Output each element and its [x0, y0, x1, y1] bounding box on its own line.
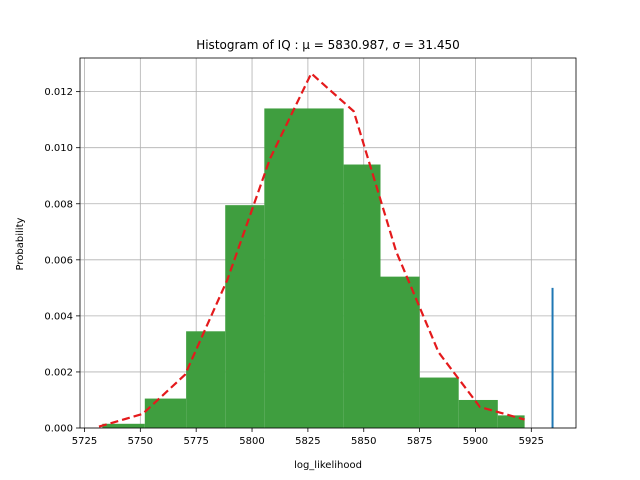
x-tick-label: 5725: [72, 436, 97, 447]
x-axis-ticks: 5725 5750 5775 5800 5825 5850 5875 5900 5925: [72, 428, 544, 447]
histogram-bar-6: [343, 164, 381, 429]
x-axis-label: log_likelihood: [294, 460, 362, 471]
histogram-bars: [102, 108, 525, 429]
y-tick-label: 0.004: [44, 311, 73, 322]
y-tick-label: 0.002: [44, 367, 73, 378]
y-tick-label: 0.008: [44, 199, 73, 210]
histogram-bar-4: [225, 205, 265, 428]
x-tick-label: 5925: [519, 436, 544, 447]
x-tick-label: 5850: [351, 436, 376, 447]
x-tick-label: 5825: [295, 436, 320, 447]
histogram-bar-3: [186, 331, 226, 428]
y-axis-label: Probability: [15, 217, 26, 270]
y-tick-label: 0.010: [44, 143, 73, 154]
y-tick-label: 0.006: [44, 255, 73, 266]
x-tick-label: 5900: [463, 436, 488, 447]
histogram-bar-1: [102, 423, 145, 428]
x-tick-label: 5875: [407, 436, 432, 447]
x-tick-label: 5775: [183, 436, 208, 447]
histogram-bar-7: [380, 276, 420, 428]
histogram-bar-5: [264, 108, 344, 429]
histogram-bar-8: [419, 377, 459, 428]
y-axis-ticks: 0.000 0.002 0.004 0.006 0.008 0.010 0.012: [44, 87, 80, 435]
x-tick-label: 5750: [128, 436, 153, 447]
y-tick-label: 0.012: [44, 87, 73, 98]
axes-frame: [79, 57, 577, 429]
chart-title: Histogram of IQ : μ = 5830.987, σ = 31.4…: [196, 38, 460, 52]
x-tick-label: 5800: [239, 436, 264, 447]
y-tick-label: 0.000: [44, 424, 73, 435]
histogram-bar-10: [497, 415, 525, 428]
histogram-bar-2: [144, 398, 187, 428]
